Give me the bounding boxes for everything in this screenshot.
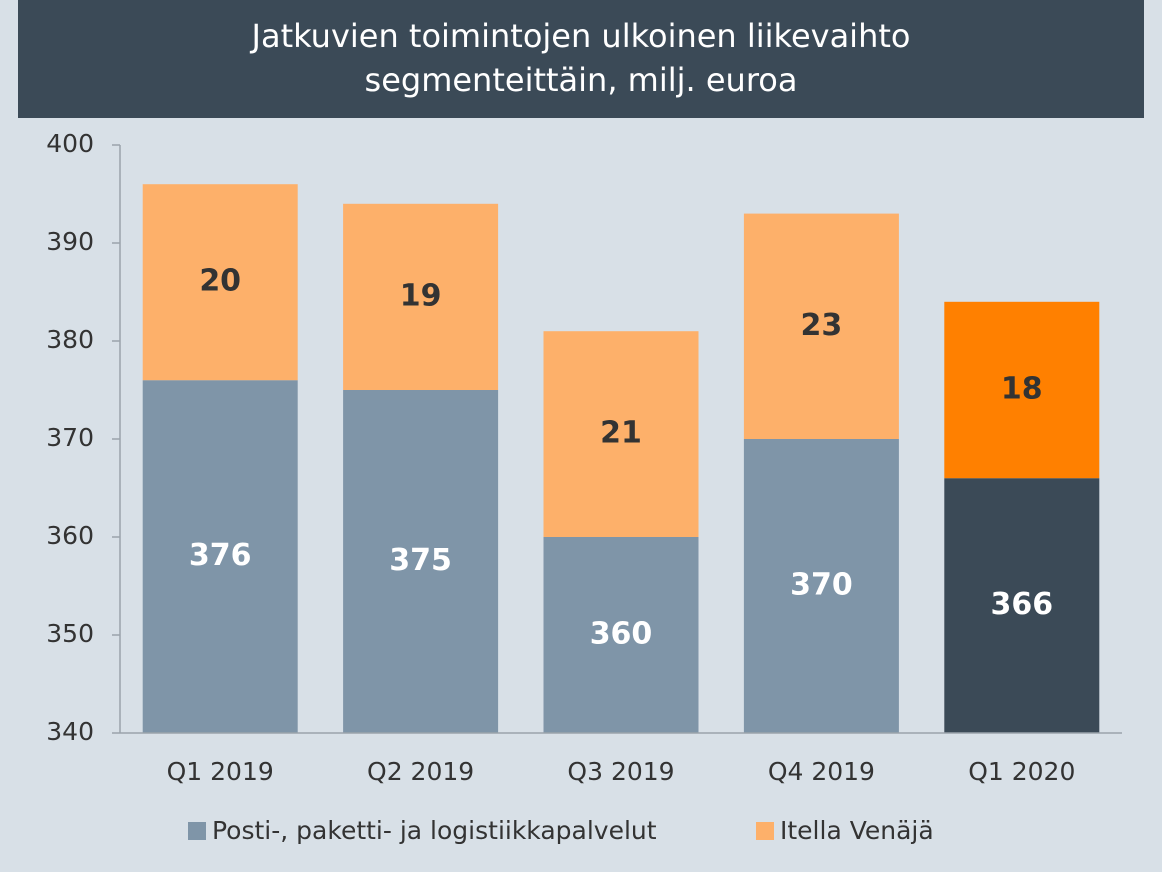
data-label: 19 bbox=[400, 278, 442, 313]
x-tick-label: Q1 2020 bbox=[968, 757, 1075, 786]
x-tick-label: Q3 2019 bbox=[567, 757, 674, 786]
bar-segment bbox=[142, 380, 298, 733]
x-tick-label: Q2 2019 bbox=[367, 757, 474, 786]
data-label: 18 bbox=[1001, 372, 1043, 407]
bar-segment bbox=[142, 184, 298, 381]
bar-segment bbox=[543, 331, 699, 537]
y-tick-label: 350 bbox=[46, 619, 94, 648]
y-tick-label: 380 bbox=[46, 325, 94, 354]
y-tick-label: 340 bbox=[46, 717, 94, 746]
bar-segment bbox=[343, 390, 499, 733]
y-tick-label: 360 bbox=[46, 521, 94, 550]
y-tick-label: 390 bbox=[46, 227, 94, 256]
data-label: 20 bbox=[199, 264, 241, 299]
bar-segment bbox=[543, 537, 699, 733]
bar-segment bbox=[743, 213, 899, 439]
data-label: 375 bbox=[389, 543, 452, 578]
chart-title: Jatkuvien toimintojen ulkoinen liikevaih… bbox=[18, 0, 1144, 118]
y-tick-label: 400 bbox=[46, 129, 94, 158]
legend-swatch bbox=[188, 822, 206, 840]
data-label: 376 bbox=[189, 538, 252, 573]
bar-segment bbox=[743, 439, 899, 733]
bar-segment bbox=[944, 478, 1100, 733]
y-tick-label: 370 bbox=[46, 423, 94, 452]
bar-segment bbox=[944, 301, 1100, 479]
bar-segment bbox=[343, 203, 499, 390]
data-label: 370 bbox=[790, 568, 853, 603]
data-label: 21 bbox=[600, 416, 642, 451]
x-tick-label: Q1 2019 bbox=[167, 757, 274, 786]
data-label: 366 bbox=[990, 587, 1053, 622]
legend-label: Itella Venäjä bbox=[780, 816, 934, 845]
data-label: 23 bbox=[801, 308, 843, 343]
data-label: 360 bbox=[590, 617, 653, 652]
legend-label: Posti-, paketti- ja logistiikkapalvelut bbox=[212, 816, 657, 845]
legend-swatch bbox=[756, 822, 774, 840]
x-tick-label: Q4 2019 bbox=[768, 757, 875, 786]
